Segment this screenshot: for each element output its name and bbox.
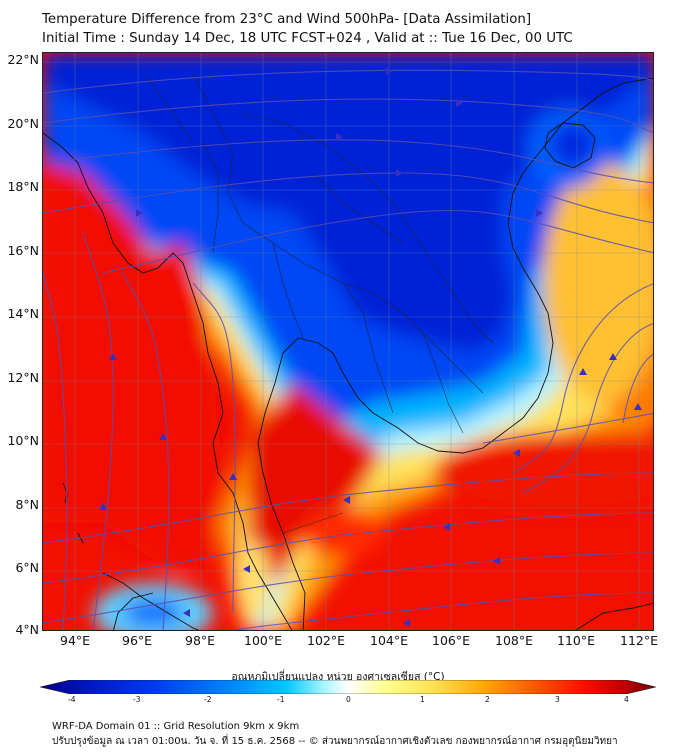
footer-model-info: WRF-DA Domain 01 :: Grid Resolution 9km … [52, 721, 300, 732]
coastlines [43, 77, 653, 630]
wind-arrowheads [99, 67, 642, 627]
lon-label-104e: 104°E [370, 633, 409, 648]
temperature-field [43, 53, 653, 630]
map-panel[interactable] [42, 52, 654, 631]
colorbar-tick-1: 1 [420, 695, 425, 704]
lon-label-108e: 108°E [495, 633, 534, 648]
lat-label-4n: 4°N [15, 622, 39, 637]
lat-label-14n: 14°N [7, 306, 39, 321]
lat-label-10n: 10°N [7, 433, 39, 448]
lon-label-100e: 100°E [244, 633, 283, 648]
lat-label-12n: 12°N [7, 370, 39, 385]
lat-label-22n: 22°N [7, 52, 39, 67]
lat-label-16n: 16°N [7, 243, 39, 258]
map-subtitle: Initial Time : Sunday 14 Dec, 18 UTC FCS… [42, 31, 573, 46]
colorbar [40, 680, 656, 694]
lat-label-6n: 6°N [15, 560, 39, 575]
lat-label-8n: 8°N [15, 497, 39, 512]
lon-label-102e: 102°E [307, 633, 346, 648]
lon-label-94e: 94°E [60, 633, 91, 648]
graticule [43, 53, 653, 630]
lon-label-110e: 110°E [557, 633, 596, 648]
colorbar-tick-neg2: -2 [204, 695, 212, 704]
title-block: Temperature Difference from 23°C and Win… [42, 10, 573, 48]
lon-label-96e: 96°E [122, 633, 153, 648]
colorbar-tick-4: 4 [624, 695, 629, 704]
footer-credit: ปรับปรุงข้อมูล ณ เวลา 01:00น. วัน จ. ที่… [52, 736, 618, 747]
lon-label-112e: 112°E [620, 633, 659, 648]
footer: WRF-DA Domain 01 :: Grid Resolution 9km … [52, 719, 618, 749]
colorbar-tick-2: 2 [485, 695, 490, 704]
lon-label-98e: 98°E [185, 633, 216, 648]
map-title: Temperature Difference from 23°C and Win… [42, 12, 532, 27]
colorbar-tick-neg1: -1 [277, 695, 285, 704]
colorbar-tick-3: 3 [555, 695, 560, 704]
country-borders [142, 72, 494, 534]
wind-streamlines [43, 69, 653, 630]
colorbar-tick-neg4: -4 [68, 695, 76, 704]
colorbar-tick-0: 0 [346, 695, 351, 704]
colorbar-tick-neg3: -3 [133, 695, 141, 704]
map-svg [43, 53, 653, 630]
lon-label-106e: 106°E [432, 633, 471, 648]
lat-label-18n: 18°N [7, 179, 39, 194]
lat-label-20n: 20°N [7, 116, 39, 131]
